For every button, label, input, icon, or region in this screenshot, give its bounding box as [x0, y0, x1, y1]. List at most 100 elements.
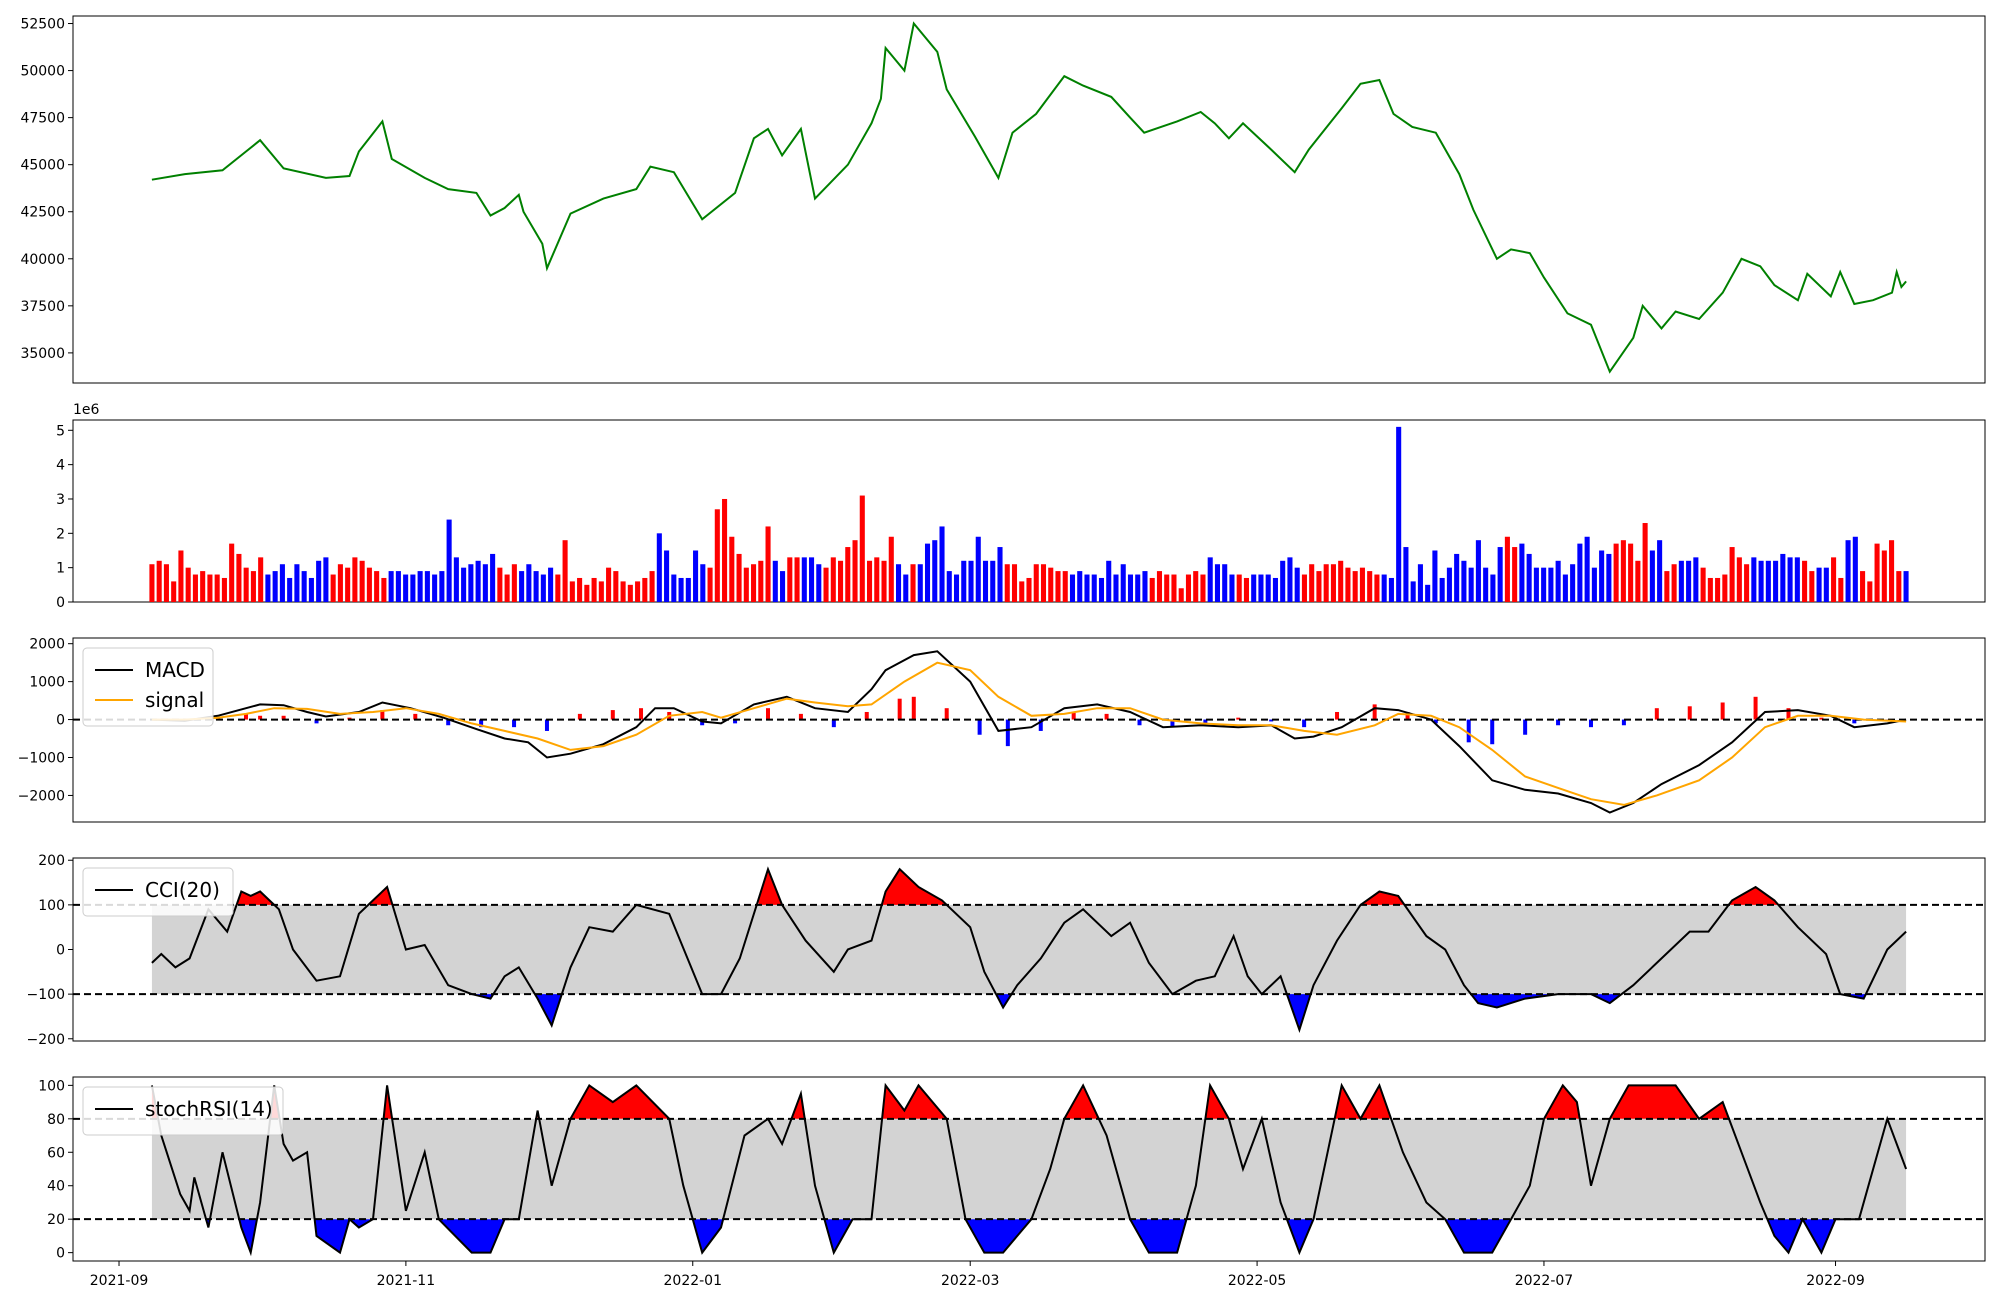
volume-bar: [953, 574, 960, 602]
volume-bar: [823, 567, 829, 602]
volume-bar: [1367, 571, 1373, 602]
volume-bar: [1280, 560, 1286, 602]
volume-bar: [562, 540, 568, 602]
macd-histogram-bar: [1523, 719, 1528, 735]
volume-bar: [924, 543, 931, 602]
volume-bar: [743, 567, 749, 602]
volume-bar: [932, 540, 938, 602]
volume-bar: [1251, 574, 1257, 602]
volume-bar: [1193, 571, 1199, 602]
cci-oversold-fill: [996, 994, 1012, 1008]
volume-bar: [381, 577, 387, 602]
macd-histogram-bar: [897, 698, 902, 720]
volume-bar: [1461, 560, 1467, 602]
volume-bar: [613, 571, 619, 602]
cci-legend-label: CCI(20): [145, 878, 220, 902]
volume-bar: [1765, 560, 1771, 602]
volume-bar: [982, 560, 989, 602]
volume-bar: [1156, 571, 1163, 602]
volume-bar: [374, 571, 380, 602]
volume-bar: [1555, 560, 1561, 602]
volume-bar: [707, 567, 713, 602]
volume-bar: [729, 536, 735, 602]
volume-bar: [693, 550, 699, 602]
cci-oversold-fill: [1286, 994, 1310, 1030]
volume-bar: [1468, 567, 1474, 602]
volume-bar: [149, 564, 155, 602]
macd-histogram-bar: [1372, 704, 1377, 720]
macd-histogram-bar: [765, 708, 770, 720]
volume-bar: [410, 574, 416, 602]
volume-bar: [606, 567, 612, 602]
stochrsi-overbought-fill: [1064, 1085, 1099, 1119]
volume-bar: [1533, 567, 1539, 602]
volume-bar: [1896, 571, 1902, 602]
volume-bar: [1599, 550, 1605, 602]
volume-ytick-label: 4: [56, 458, 65, 474]
volume-bar: [1236, 574, 1242, 602]
volume-bar: [1294, 567, 1300, 602]
volume-bar: [395, 571, 401, 602]
volume-bar: [1635, 560, 1641, 602]
cci-overbought-fill: [236, 891, 275, 905]
volume-bar: [1838, 577, 1844, 602]
stochrsi-band: [151, 1118, 1907, 1220]
volume-bar: [1867, 581, 1873, 602]
volume-bar: [1780, 553, 1786, 602]
macd-histogram-bar: [864, 711, 869, 720]
volume-bar: [1823, 567, 1829, 602]
macd-histogram-bar: [577, 713, 582, 720]
macd-histogram-bar: [243, 713, 248, 720]
cci-ytick-label: 0: [56, 943, 65, 959]
volume-bar: [1831, 557, 1837, 602]
volume-bar: [301, 571, 307, 602]
volume-bar: [1309, 564, 1315, 602]
macd-legend-label: signal: [145, 688, 204, 712]
cci-overbought-fill: [758, 869, 783, 905]
volume-bar: [946, 571, 952, 602]
volume-bar: [1265, 574, 1271, 602]
volume-bar: [163, 564, 169, 602]
volume-bar: [511, 564, 517, 602]
volume-bar: [678, 577, 684, 602]
volume-bar: [642, 577, 648, 602]
volume-bar: [1722, 574, 1728, 602]
volume-bar: [830, 557, 836, 602]
x-tick-label: 2022-01: [664, 1273, 723, 1289]
volume-bar: [1715, 577, 1721, 602]
macd-histogram-bar: [1433, 719, 1438, 724]
price-ytick-label: 45000: [20, 158, 65, 174]
volume-bar: [1381, 574, 1387, 602]
macd-histogram-bar: [1137, 719, 1142, 726]
price-ytick-label: 42500: [20, 205, 65, 221]
volume-bar: [1359, 567, 1365, 602]
macd-histogram-bar: [1687, 706, 1692, 720]
volume-bar: [1620, 540, 1626, 602]
volume-bar: [1040, 564, 1047, 602]
volume-bar: [765, 526, 771, 602]
volume-bar: [156, 560, 162, 602]
macd-histogram-bar: [314, 719, 319, 724]
macd-line: [151, 650, 1907, 814]
volume-bar: [265, 574, 271, 602]
volume-bar: [403, 574, 409, 602]
volume-bar: [294, 564, 300, 602]
macd-histogram-bar: [446, 719, 451, 726]
x-tick-label: 2021-09: [90, 1273, 149, 1289]
volume-bar: [1874, 543, 1880, 602]
volume-bar: [330, 574, 336, 602]
price-ytick-label: 47500: [20, 111, 65, 127]
volume-bar: [388, 571, 394, 602]
macd-legend-box: [82, 647, 214, 727]
macd-legend-label: MACD: [145, 658, 205, 682]
volume-bar: [845, 547, 851, 602]
volume-bar: [1200, 574, 1206, 602]
volume-bar: [866, 560, 873, 602]
volume-bar: [1352, 571, 1358, 602]
volume-bar: [316, 560, 322, 602]
volume-bar: [243, 567, 249, 602]
volume-bar: [1396, 426, 1402, 602]
volume-bar: [780, 571, 786, 602]
volume-bar: [664, 550, 670, 602]
